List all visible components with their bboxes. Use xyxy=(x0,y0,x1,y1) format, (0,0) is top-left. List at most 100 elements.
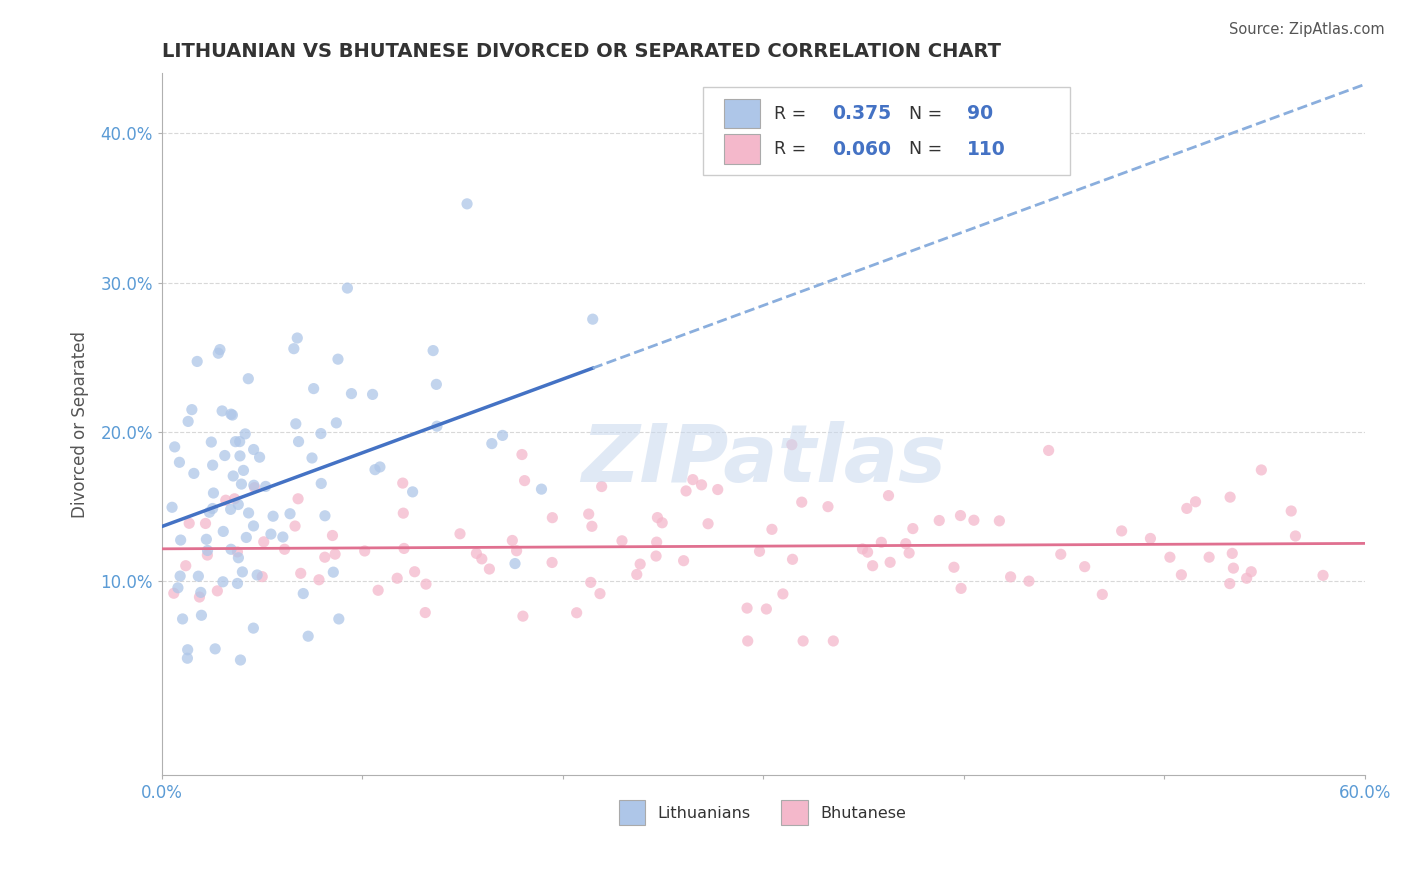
Point xyxy=(368,460,391,475)
Point xyxy=(219,502,242,516)
Point xyxy=(208,343,231,357)
Point xyxy=(471,552,494,566)
Point xyxy=(232,463,254,477)
Point xyxy=(512,609,534,624)
Point xyxy=(392,541,415,556)
Point xyxy=(772,587,794,601)
Point xyxy=(204,641,226,656)
Point xyxy=(737,634,759,648)
Point xyxy=(579,575,602,590)
Point xyxy=(195,533,218,547)
Point xyxy=(501,533,523,548)
Point xyxy=(336,281,359,295)
Point xyxy=(1279,504,1302,518)
Point xyxy=(963,513,986,527)
Point xyxy=(215,493,238,508)
Point xyxy=(309,476,332,491)
Point xyxy=(254,479,277,493)
Point xyxy=(301,450,323,465)
Text: N =: N = xyxy=(908,104,948,122)
Point xyxy=(211,404,233,418)
Point xyxy=(645,549,668,563)
Bar xyxy=(724,99,759,128)
FancyBboxPatch shape xyxy=(703,87,1070,175)
Point xyxy=(1175,501,1198,516)
Point xyxy=(195,548,218,562)
Text: ZIPatlas: ZIPatlas xyxy=(581,420,946,499)
Point xyxy=(690,478,713,492)
Point xyxy=(401,484,423,499)
Point xyxy=(163,440,186,454)
Point xyxy=(706,483,728,497)
Point xyxy=(755,602,778,616)
Point xyxy=(1284,529,1306,543)
Point xyxy=(201,458,224,472)
Point xyxy=(190,585,212,599)
Point xyxy=(894,537,917,551)
Point xyxy=(1250,463,1272,477)
Point xyxy=(877,489,900,503)
Point xyxy=(160,500,183,515)
Point xyxy=(851,541,873,556)
Point xyxy=(292,586,315,600)
Point xyxy=(651,516,673,530)
Point xyxy=(541,510,564,524)
Point xyxy=(901,522,924,536)
Point xyxy=(207,346,229,360)
Text: R =: R = xyxy=(775,104,811,122)
Point xyxy=(541,556,564,570)
Text: 90: 90 xyxy=(967,104,993,123)
Point xyxy=(1312,568,1334,582)
Point xyxy=(364,463,387,477)
Point xyxy=(224,491,246,506)
Point xyxy=(626,567,648,582)
Point xyxy=(242,621,264,635)
Point xyxy=(308,573,330,587)
Point xyxy=(302,382,325,396)
Point xyxy=(283,342,305,356)
Point xyxy=(176,651,198,665)
Bar xyxy=(619,800,645,824)
Point xyxy=(287,491,309,506)
Point xyxy=(242,519,264,533)
Point xyxy=(188,590,211,604)
Point xyxy=(180,402,202,417)
Point xyxy=(212,574,235,589)
Point xyxy=(465,546,488,560)
Point xyxy=(231,565,253,579)
Point xyxy=(361,387,384,401)
Text: N =: N = xyxy=(908,140,948,158)
Point xyxy=(221,408,243,422)
Point xyxy=(578,507,600,521)
Point xyxy=(233,426,256,441)
Point xyxy=(1111,524,1133,538)
Text: Bhutanese: Bhutanese xyxy=(820,806,905,821)
Text: Source: ZipAtlas.com: Source: ZipAtlas.com xyxy=(1229,22,1385,37)
Point xyxy=(404,565,426,579)
Point xyxy=(197,543,219,558)
Point xyxy=(1240,565,1263,579)
Point xyxy=(246,568,269,582)
Point xyxy=(328,612,350,626)
Point xyxy=(782,552,804,566)
Point xyxy=(385,571,408,585)
Point xyxy=(823,634,845,648)
Point xyxy=(226,498,249,512)
Point xyxy=(187,569,209,583)
Point xyxy=(243,478,266,492)
Point xyxy=(287,434,309,449)
Point xyxy=(510,448,533,462)
Point xyxy=(174,558,197,573)
Point xyxy=(697,516,720,531)
Point xyxy=(790,495,813,509)
Point xyxy=(250,569,273,583)
Point xyxy=(589,587,612,601)
Point xyxy=(249,450,271,465)
Point xyxy=(1170,567,1192,582)
Point xyxy=(481,436,503,450)
Point xyxy=(672,554,695,568)
Point xyxy=(284,417,307,431)
Point xyxy=(647,510,669,524)
Point xyxy=(1091,587,1114,601)
Point xyxy=(297,629,319,643)
